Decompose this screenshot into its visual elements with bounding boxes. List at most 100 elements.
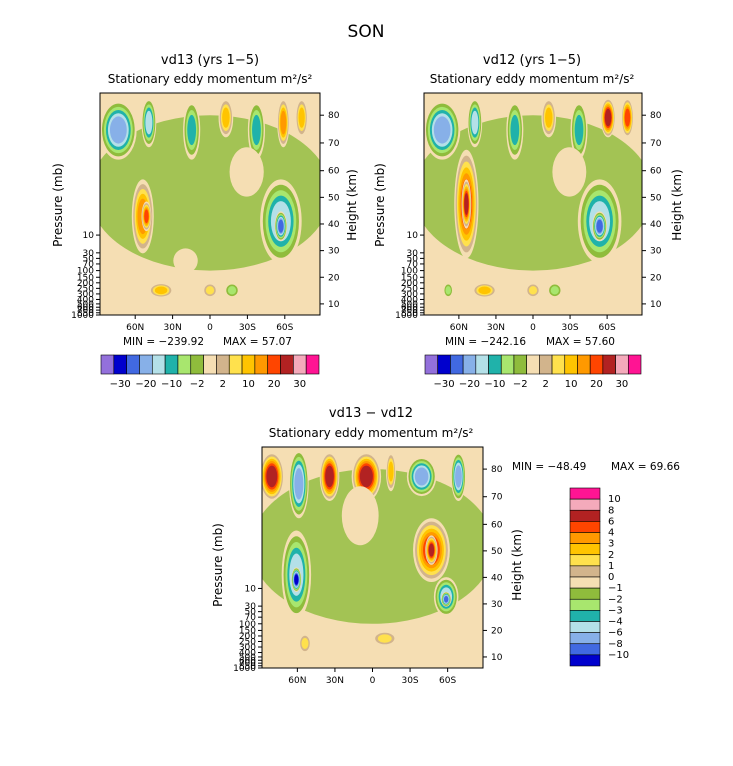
y-tick-label: 70 xyxy=(245,613,257,623)
colorbar-cell xyxy=(228,354,243,375)
y2-tick-label: 70 xyxy=(328,139,340,149)
colorbar-cell xyxy=(569,598,601,611)
colorbar-cell xyxy=(126,354,140,375)
contour-region xyxy=(301,637,309,650)
y-tick-label: 300 xyxy=(401,290,418,300)
x-tick-label: 60S xyxy=(439,676,456,686)
colorbar-label: −10 xyxy=(161,379,182,390)
colorbar-cell xyxy=(602,354,616,375)
panel-difference: vd13 − vd12 Stationary eddy momentum m²/… xyxy=(211,406,680,686)
y-tick-label: 50 xyxy=(245,608,257,618)
y2-tick-label: 50 xyxy=(650,193,662,203)
colorbar-cell xyxy=(241,354,256,375)
y2-tick-label: 60 xyxy=(650,167,662,177)
y2-tick-label: 20 xyxy=(650,273,662,283)
colorbar-cell xyxy=(539,354,553,375)
y-tick-label: 400 xyxy=(77,295,94,305)
colorbar-cell xyxy=(569,632,601,645)
contour-region xyxy=(252,114,261,146)
y-tick-label: 150 xyxy=(401,273,418,283)
y-tick-label: 700 xyxy=(401,306,418,316)
x-tick-label: 60N xyxy=(450,323,468,333)
colorbar-label: 10 xyxy=(242,379,255,390)
min-label: MIN = −239.92 xyxy=(123,336,204,348)
y2-tick-label: 10 xyxy=(328,300,340,310)
contour-region xyxy=(388,461,394,482)
contour-region xyxy=(428,543,435,557)
colorbar-cell xyxy=(475,354,489,375)
y-tick-label: 850 xyxy=(77,309,94,319)
contour-region xyxy=(280,110,287,135)
x-tick-label: 30S xyxy=(239,323,256,333)
colorbar-cell xyxy=(569,509,601,522)
colorbar-label: 10 xyxy=(565,379,578,390)
x-tick-label: 30N xyxy=(164,323,182,333)
y-tick-label: 150 xyxy=(77,273,94,283)
colorbar-cell xyxy=(627,354,642,375)
y-tick-label: 100 xyxy=(401,267,418,277)
colorbar-cell xyxy=(424,354,439,375)
x-tick-label: 30N xyxy=(487,323,505,333)
y2-tick-label: 70 xyxy=(650,139,662,149)
colorbar-label: −2 xyxy=(513,379,528,390)
colorbar-cell xyxy=(569,565,601,578)
y2-axis-label: Height (km) xyxy=(510,529,524,600)
colorbar-cell xyxy=(569,621,601,633)
contour-region xyxy=(266,465,278,488)
contour-region xyxy=(154,286,168,295)
y-tick-label: 200 xyxy=(239,632,256,642)
colorbar-cell xyxy=(293,354,307,375)
panel-subtitle: Stationary eddy momentum m²/s² xyxy=(430,72,635,86)
colorbar-label: −2 xyxy=(608,594,623,605)
panel-subtitle: Stationary eddy momentum m²/s² xyxy=(108,72,313,86)
colorbar-label: 2 xyxy=(543,379,549,390)
y-tick-label: 250 xyxy=(239,637,256,647)
y2-tick-label: 80 xyxy=(491,465,503,475)
colorbar-cell xyxy=(100,354,115,375)
contour-region xyxy=(205,286,215,295)
colorbar-label: −2 xyxy=(190,379,205,390)
contour-region xyxy=(455,465,462,488)
y-tick-label: 30 xyxy=(83,249,95,259)
colorbar-label: 8 xyxy=(608,505,614,516)
panel-title: vd12 (yrs 1−5) xyxy=(483,53,581,68)
colorbar-label: −10 xyxy=(608,650,629,661)
y-tick-label: 250 xyxy=(401,284,418,294)
colorbar-label: −10 xyxy=(484,379,505,390)
y2-tick-label: 30 xyxy=(491,600,503,610)
contour-region xyxy=(229,147,264,197)
colorbar-cell xyxy=(569,487,601,500)
contour-region xyxy=(278,219,284,233)
contour-region xyxy=(443,595,449,603)
colorbar-label: 30 xyxy=(293,379,306,390)
y2-tick-label: 80 xyxy=(650,111,662,121)
min-label: MIN = −48.49 xyxy=(512,461,586,473)
y-axis-label: Pressure (mb) xyxy=(373,163,387,247)
y2-tick-label: 60 xyxy=(328,167,340,177)
y2-tick-label: 40 xyxy=(650,220,662,230)
y-tick-label: 10 xyxy=(83,231,95,241)
y-tick-label: 100 xyxy=(239,620,256,630)
y-tick-label: 200 xyxy=(77,279,94,289)
y-tick-label: 400 xyxy=(239,649,256,659)
x-tick-label: 60N xyxy=(126,323,144,333)
y-tick-label: 300 xyxy=(239,643,256,653)
colorbar-cell xyxy=(569,587,601,600)
x-tick-label: 0 xyxy=(530,323,536,333)
y2-tick-label: 40 xyxy=(491,573,503,583)
panel-title: vd13 (yrs 1−5) xyxy=(161,53,259,68)
contour-region xyxy=(604,108,612,127)
colorbar-cell xyxy=(564,354,578,375)
colorbar-cell xyxy=(139,354,153,375)
y-tick-label: 50 xyxy=(83,254,95,264)
y-tick-label: 1000 xyxy=(233,664,256,674)
contour-region xyxy=(145,110,153,135)
colorbar-cell xyxy=(577,354,591,375)
colorbar-cell xyxy=(569,543,601,556)
contour-region xyxy=(227,286,237,295)
y-tick-label: 10 xyxy=(407,231,419,241)
y-tick-label: 1000 xyxy=(71,311,94,321)
panel-subtitle: Stationary eddy momentum m²/s² xyxy=(269,426,474,440)
y-tick-label: 70 xyxy=(407,260,419,270)
